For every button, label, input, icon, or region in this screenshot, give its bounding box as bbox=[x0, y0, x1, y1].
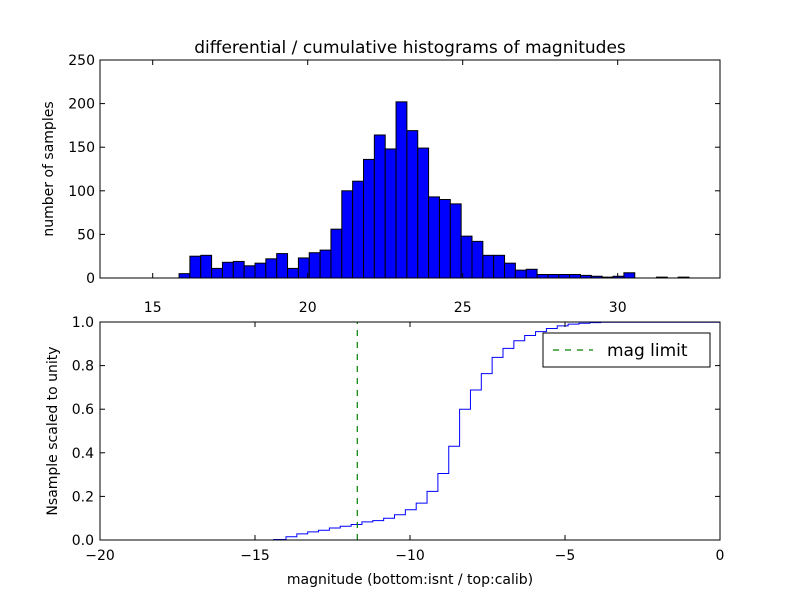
histogram-bar bbox=[265, 258, 278, 279]
y-tick-label: 0.8 bbox=[72, 359, 94, 375]
histogram-bar bbox=[395, 101, 408, 279]
histogram-bar bbox=[525, 268, 538, 279]
histogram-bar bbox=[319, 249, 332, 279]
histogram-bar bbox=[536, 274, 549, 279]
y-tick-label: 0.0 bbox=[72, 533, 94, 549]
x-tick-label: 0 bbox=[716, 548, 725, 564]
x-tick-label: −20 bbox=[85, 548, 115, 564]
y-tick-label: 200 bbox=[68, 97, 95, 113]
x-tick-label: 25 bbox=[454, 300, 472, 316]
histogram-bar bbox=[384, 148, 397, 279]
histogram-bar bbox=[569, 274, 582, 279]
x-tick-label: 30 bbox=[609, 300, 627, 316]
y-tick-label: 0 bbox=[86, 271, 95, 287]
cumulative-lines bbox=[100, 321, 721, 541]
y-tick-label: 0.4 bbox=[72, 446, 94, 462]
histogram-bar bbox=[254, 262, 267, 279]
histogram-bar bbox=[504, 262, 516, 279]
y-tick-label: 250 bbox=[68, 53, 95, 69]
histogram-bar bbox=[449, 203, 462, 279]
histogram-bar bbox=[438, 199, 451, 279]
histogram-bars bbox=[178, 101, 690, 279]
histogram-bar bbox=[471, 240, 484, 279]
histogram-bar bbox=[623, 272, 636, 279]
histogram-bar bbox=[373, 134, 386, 279]
y-tick-label: 0.2 bbox=[72, 489, 94, 505]
y-tick-label: 50 bbox=[77, 227, 95, 243]
histogram-bar bbox=[493, 254, 506, 279]
histogram-bar bbox=[308, 252, 321, 279]
histogram-bar bbox=[547, 274, 560, 279]
histogram-bar bbox=[352, 180, 364, 279]
histogram-bar bbox=[243, 265, 256, 279]
histogram-bar bbox=[514, 269, 527, 279]
y-tick-label: 100 bbox=[68, 184, 95, 200]
histogram-bar bbox=[232, 260, 245, 279]
histogram-bar bbox=[363, 158, 375, 279]
cumulative-x-axis-label: magnitude (bottom:isnt / top:calib) bbox=[287, 572, 533, 588]
histogram-bar bbox=[211, 267, 223, 279]
cumulative-chart: Nsample scaled to unity magnitude (botto… bbox=[45, 315, 724, 588]
cumulative-axes-frame bbox=[99, 321, 721, 541]
y-tick-label: 150 bbox=[68, 140, 95, 156]
cumulative-y-axis-label: Nsample scaled to unity bbox=[45, 346, 61, 515]
histogram-bar bbox=[428, 196, 440, 279]
histogram-bar bbox=[276, 253, 289, 279]
y-tick-label: 0.6 bbox=[72, 402, 94, 418]
cumulative-step-line bbox=[100, 321, 721, 541]
x-tick-label: 20 bbox=[299, 300, 317, 316]
histogram-bar bbox=[482, 254, 495, 279]
histogram-bar bbox=[460, 235, 473, 279]
histogram-bar bbox=[178, 273, 191, 279]
x-tick-label: −5 bbox=[555, 548, 576, 564]
histogram-chart: differential / cumulative histograms of … bbox=[41, 38, 721, 316]
histogram-bar bbox=[200, 254, 213, 279]
histogram-bar bbox=[406, 130, 419, 279]
histogram-bar bbox=[558, 274, 571, 279]
x-tick-label: −15 bbox=[240, 548, 270, 564]
x-tick-label: 15 bbox=[144, 300, 162, 316]
chart-title: differential / cumulative histograms of … bbox=[194, 38, 626, 58]
y-tick-label: 1.0 bbox=[72, 315, 94, 331]
histogram-bar bbox=[417, 147, 430, 279]
histogram-bar bbox=[221, 261, 234, 279]
legend: mag limit bbox=[542, 332, 711, 368]
histogram-bar bbox=[341, 190, 354, 279]
histogram-bar bbox=[330, 228, 343, 279]
histogram-ticks: 0 50 100 150 200 250 15 20 25 30 bbox=[68, 53, 720, 316]
histogram-y-axis-label: number of samples bbox=[41, 101, 57, 236]
histogram-axes-frame bbox=[99, 59, 721, 279]
histogram-bar bbox=[189, 255, 202, 279]
histogram-bar bbox=[287, 267, 299, 279]
legend-mag-limit-label: mag limit bbox=[607, 341, 688, 361]
x-tick-label: −10 bbox=[395, 548, 425, 564]
